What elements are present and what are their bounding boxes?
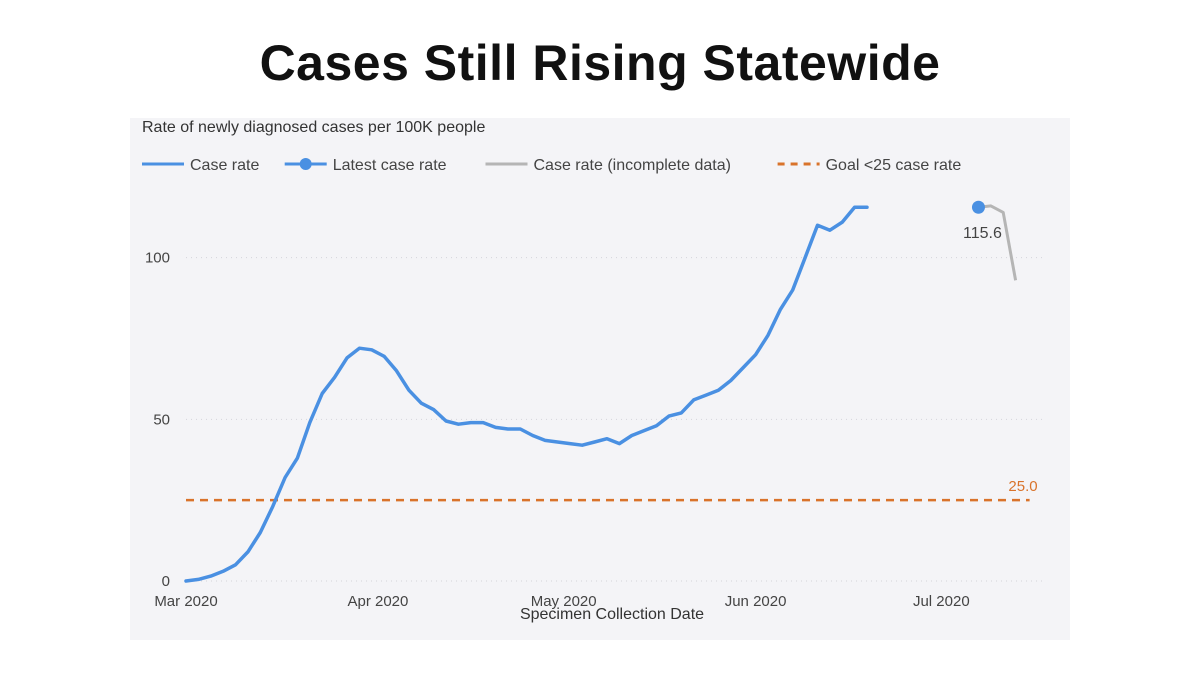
legend-label: Case rate (incomplete data)	[534, 157, 731, 174]
chart-panel: Rate of newly diagnosed cases per 100K p…	[130, 118, 1070, 640]
chart-subtitle: Rate of newly diagnosed cases per 100K p…	[142, 119, 485, 136]
goal-data-label: 25.0	[1008, 478, 1037, 495]
x-tick-label: May 2020	[531, 593, 597, 610]
x-tick-label: Mar 2020	[154, 593, 217, 610]
y-tick-label: 50	[153, 411, 170, 428]
legend-item: Latest case rate	[284, 157, 447, 174]
y-axis: 0 50 100	[145, 250, 170, 590]
legend-item: Case rate	[142, 157, 259, 174]
legend-marker	[299, 158, 312, 170]
headline: Cases Still Rising Statewide	[259, 35, 941, 91]
series-layer: 25.0 115.6	[184, 200, 1038, 583]
x-tick-label: Apr 2020	[347, 593, 408, 610]
x-axis: Mar 2020 Apr 2020 May 2020 Jun 2020 Jul 2020	[154, 593, 969, 610]
chart-legend: Case rate Latest case rate Case rate (inco…	[142, 157, 961, 174]
y-tick-label: 0	[162, 573, 170, 590]
x-axis-title: Specimen Collection Date	[520, 606, 704, 623]
latest-case-rate-point	[971, 200, 985, 214]
legend-item: Case rate (incomplete data)	[485, 157, 731, 174]
legend-item: Goal <25 case rate	[777, 157, 962, 174]
incomplete-data-line	[978, 204, 1018, 281]
line-chart: Rate of newly diagnosed cases per 100K p…	[142, 119, 1043, 623]
legend-label: Case rate	[190, 157, 259, 174]
x-tick-label: Jun 2020	[725, 593, 787, 610]
y-tick-label: 100	[145, 250, 170, 267]
case-rate-line	[184, 205, 869, 583]
latest-data-label: 115.6	[963, 225, 1002, 242]
legend-label: Latest case rate	[333, 157, 447, 174]
x-tick-label: Jul 2020	[913, 593, 970, 610]
legend-label: Goal <25 case rate	[826, 157, 962, 174]
gridlines	[186, 257, 1043, 582]
